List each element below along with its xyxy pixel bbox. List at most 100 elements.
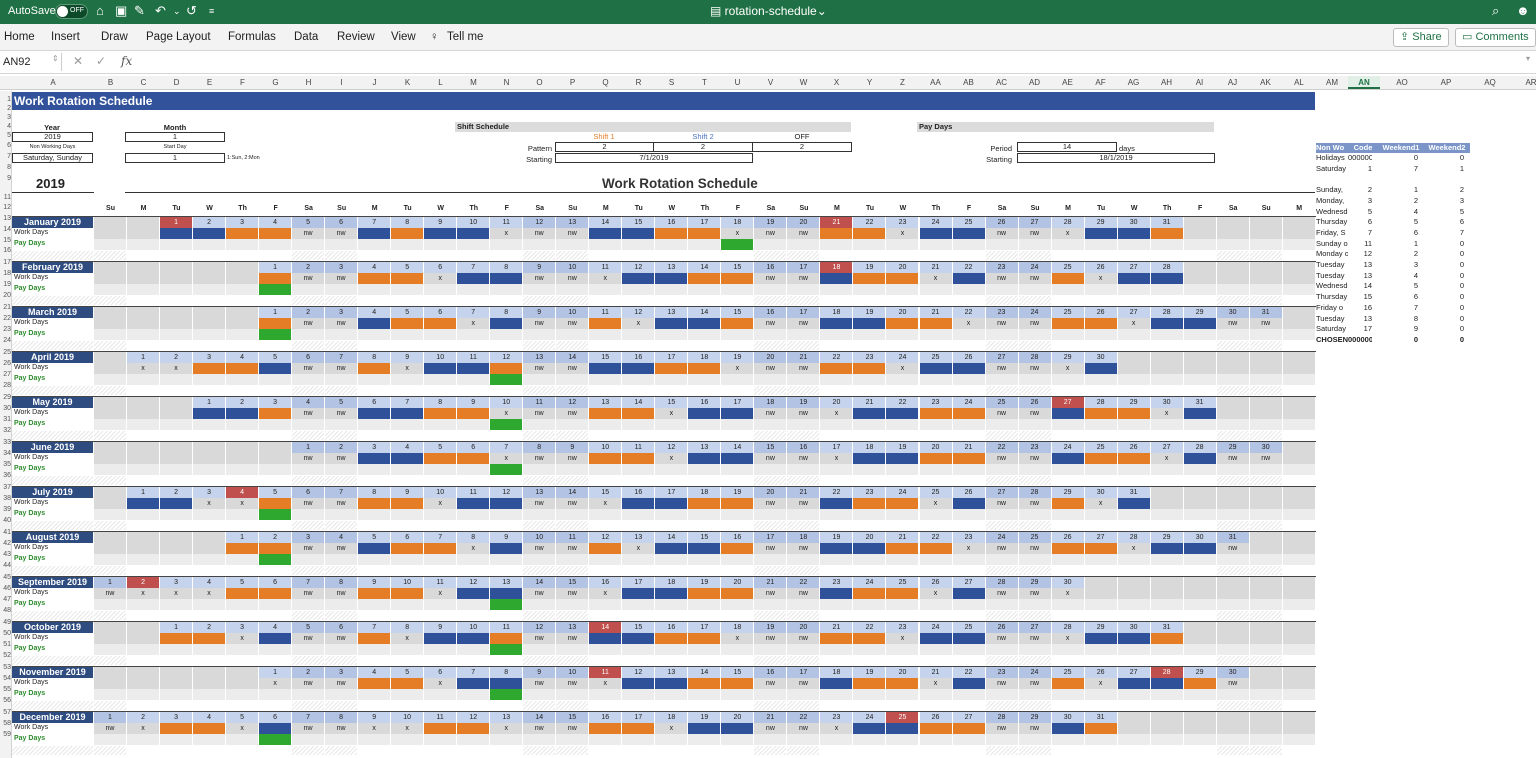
work-day-cell[interactable] [853,723,887,734]
startday-input[interactable]: 1 [125,153,225,163]
day-number-cell[interactable]: 22 [952,307,986,318]
pay-day-cell[interactable] [1051,554,1085,565]
day-number-cell[interactable]: 3 [226,622,260,633]
pay-day-cell[interactable] [259,464,293,475]
row-header[interactable]: 40 [3,517,11,524]
expand-formula-icon[interactable]: ▾ [1526,54,1531,63]
work-day-cell[interactable] [391,543,425,554]
work-day-cell[interactable] [160,408,194,419]
work-day-cell[interactable]: nw [985,543,1019,554]
work-day-cell[interactable] [1150,543,1184,554]
row-header[interactable]: 1 [7,96,11,103]
row-header[interactable]: 48 [3,607,11,614]
day-number-cell[interactable]: 14 [688,667,722,678]
pay-day-cell[interactable] [556,284,590,295]
work-day-cell[interactable]: nw [292,543,326,554]
pay-day-cell[interactable] [721,689,755,700]
day-number-cell[interactable]: 18 [820,667,854,678]
column-header-al[interactable]: AL [1294,78,1304,87]
day-number-cell[interactable] [226,307,260,318]
pay-day-cell[interactable] [226,464,260,475]
work-day-cell[interactable] [259,228,293,239]
day-number-cell[interactable] [127,667,161,678]
lookup-cell[interactable]: 6 [1413,227,1418,237]
day-number-cell[interactable]: 20 [787,217,821,228]
work-day-cell[interactable] [457,273,491,284]
pay-day-cell[interactable] [754,554,788,565]
work-day-cell[interactable] [688,453,722,464]
work-day-cell[interactable]: nw [1249,453,1283,464]
column-header-i[interactable]: I [340,78,343,87]
work-day-cell[interactable] [622,363,656,374]
work-day-cell[interactable] [1183,498,1217,509]
work-day-cell[interactable] [424,453,458,464]
pay-day-cell[interactable] [94,644,128,655]
day-number-cell[interactable]: 13 [622,532,656,543]
work-day-cell[interactable]: nw [292,498,326,509]
pay-day-cell[interactable] [193,644,227,655]
work-day-cell[interactable] [1249,228,1283,239]
pay-day-cell[interactable] [127,419,161,430]
work-day-cell[interactable] [358,498,392,509]
pay-day-cell[interactable] [1051,419,1085,430]
day-number-cell[interactable]: 15 [721,262,755,273]
tab-view[interactable]: View [391,31,416,43]
work-day-cell[interactable]: nw [325,633,359,644]
work-day-cell[interactable] [721,318,755,329]
work-day-cell[interactable]: nw [292,318,326,329]
day-number-cell[interactable]: 26 [919,712,953,723]
pay-day-cell[interactable] [1018,284,1052,295]
pay-day-cell[interactable] [1084,599,1118,610]
work-day-cell[interactable] [1084,543,1118,554]
day-number-cell[interactable] [1150,487,1184,498]
row-header[interactable]: 49 [3,619,11,626]
work-day-cell[interactable] [424,543,458,554]
work-day-cell[interactable]: nw [556,408,590,419]
pay-day-cell[interactable] [721,644,755,655]
pay-day-cell[interactable] [820,419,854,430]
work-day-cell[interactable] [127,273,161,284]
pay-day-cell[interactable] [292,374,326,385]
day-number-cell[interactable]: 18 [853,442,887,453]
pay-day-cell[interactable] [1150,554,1184,565]
work-day-cell[interactable]: nw [1018,228,1052,239]
row-header[interactable]: 25 [3,349,11,356]
row-header[interactable]: 36 [3,472,11,479]
row-header[interactable]: 3 [7,114,11,121]
lookup-cell[interactable]: 13 [1363,260,1372,269]
day-number-cell[interactable]: 5 [391,307,425,318]
work-day-cell[interactable]: x [721,363,755,374]
day-number-cell[interactable]: 27 [985,352,1019,363]
day-number-cell[interactable]: 1 [127,352,161,363]
pay-day-cell[interactable] [985,284,1019,295]
day-number-cell[interactable]: 29 [1183,307,1217,318]
work-day-cell[interactable] [622,408,656,419]
work-day-cell[interactable] [886,273,920,284]
pay-day-cell[interactable] [391,329,425,340]
pay-day-cell[interactable] [1282,554,1316,565]
work-day-cell[interactable] [655,588,689,599]
work-day-cell[interactable] [1282,228,1316,239]
pay-day-cell[interactable] [655,239,689,250]
work-day-cell[interactable] [160,543,194,554]
pay-day-cell[interactable] [721,464,755,475]
pay-day-cell[interactable] [1249,284,1283,295]
day-number-cell[interactable]: 18 [754,397,788,408]
save-icon[interactable]: ▣ [115,3,128,18]
work-day-cell[interactable]: nw [985,318,1019,329]
work-day-cell[interactable] [1084,228,1118,239]
pay-day-cell[interactable] [886,509,920,520]
row-header[interactable]: 21 [3,304,11,311]
work-day-cell[interactable] [688,588,722,599]
pay-day-cell[interactable] [523,239,557,250]
work-day-cell[interactable]: x [919,273,953,284]
day-number-cell[interactable]: 12 [523,622,557,633]
work-day-cell[interactable]: nw [292,273,326,284]
day-number-cell[interactable]: 24 [853,577,887,588]
work-day-cell[interactable]: nw [787,678,821,689]
pay-day-cell[interactable] [1051,734,1085,745]
day-number-cell[interactable]: 24 [919,622,953,633]
work-day-cell[interactable] [688,318,722,329]
pay-day-cell[interactable] [325,689,359,700]
pay-day-cell[interactable] [622,239,656,250]
